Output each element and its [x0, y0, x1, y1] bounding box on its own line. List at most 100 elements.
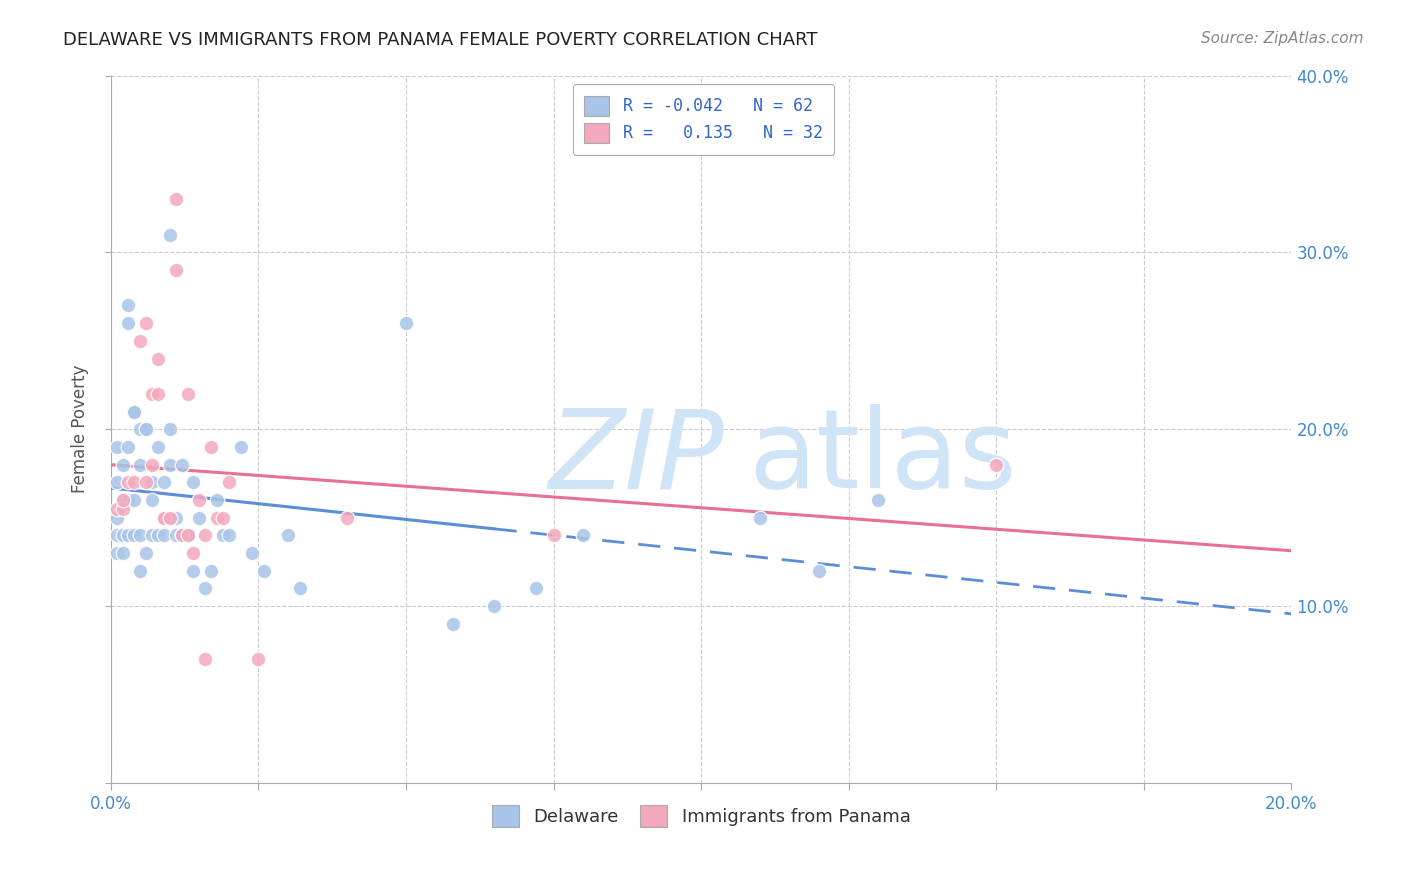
Point [135, 422, 157, 436]
Point [146, 440, 169, 454]
Point [117, 493, 139, 508]
Point [749, 510, 772, 524]
Point [135, 422, 157, 436]
Point [247, 652, 270, 666]
Point [572, 528, 595, 542]
Point [124, 404, 146, 418]
Point [986, 458, 1008, 472]
Point [183, 546, 205, 560]
Point [117, 298, 139, 312]
Point [117, 528, 139, 542]
Point [200, 440, 222, 454]
Point [176, 528, 198, 542]
Point [188, 493, 211, 508]
Text: ZIP: ZIP [548, 404, 724, 511]
Point [165, 528, 187, 542]
Text: atlas: atlas [748, 404, 1017, 511]
Point [543, 528, 565, 542]
Y-axis label: Female Poverty: Female Poverty [72, 365, 89, 493]
Point [117, 316, 139, 330]
Point [253, 564, 276, 578]
Point [129, 334, 152, 348]
Point [117, 440, 139, 454]
Point [229, 440, 252, 454]
Point [159, 227, 181, 242]
Point [129, 528, 152, 542]
Point [105, 510, 128, 524]
Point [153, 528, 176, 542]
Text: Source: ZipAtlas.com: Source: ZipAtlas.com [1201, 31, 1364, 46]
Point [170, 458, 193, 472]
Point [153, 510, 176, 524]
Point [146, 387, 169, 401]
Point [441, 616, 464, 631]
Point [105, 501, 128, 516]
Point [188, 510, 211, 524]
Point [124, 528, 146, 542]
Point [135, 316, 157, 330]
Legend: Delaware, Immigrants from Panama: Delaware, Immigrants from Panama [485, 797, 918, 834]
Point [165, 263, 187, 277]
Point [484, 599, 506, 614]
Point [159, 458, 181, 472]
Point [176, 528, 198, 542]
Point [205, 493, 228, 508]
Point [105, 440, 128, 454]
Point [141, 528, 163, 542]
Point [242, 546, 264, 560]
Point [200, 564, 222, 578]
Point [141, 458, 163, 472]
Point [212, 528, 235, 542]
Point [111, 546, 134, 560]
Point [194, 652, 217, 666]
Point [135, 475, 157, 490]
Point [218, 475, 240, 490]
Point [524, 582, 547, 596]
Point [111, 528, 134, 542]
Point [146, 528, 169, 542]
Point [336, 510, 359, 524]
Point [105, 475, 128, 490]
Point [111, 501, 134, 516]
Point [176, 528, 198, 542]
Point [159, 422, 181, 436]
Point [111, 458, 134, 472]
Point [170, 528, 193, 542]
Point [194, 582, 217, 596]
Point [218, 528, 240, 542]
Point [141, 475, 163, 490]
Point [124, 493, 146, 508]
Point [111, 493, 134, 508]
Point [808, 564, 831, 578]
Point [124, 475, 146, 490]
Point [170, 528, 193, 542]
Point [105, 528, 128, 542]
Point [159, 510, 181, 524]
Point [153, 475, 176, 490]
Point [117, 475, 139, 490]
Point [135, 546, 157, 560]
Point [868, 493, 890, 508]
Point [205, 510, 228, 524]
Point [153, 510, 176, 524]
Point [111, 493, 134, 508]
Point [129, 458, 152, 472]
Point [141, 493, 163, 508]
Text: DELAWARE VS IMMIGRANTS FROM PANAMA FEMALE POVERTY CORRELATION CHART: DELAWARE VS IMMIGRANTS FROM PANAMA FEMAL… [63, 31, 818, 49]
Point [183, 475, 205, 490]
Point [288, 582, 311, 596]
Point [395, 316, 418, 330]
Point [141, 387, 163, 401]
Point [146, 351, 169, 366]
Point [212, 510, 235, 524]
Point [194, 528, 217, 542]
Point [183, 564, 205, 578]
Point [277, 528, 299, 542]
Point [176, 387, 198, 401]
Point [129, 564, 152, 578]
Point [124, 404, 146, 418]
Point [165, 192, 187, 206]
Point [165, 510, 187, 524]
Point [129, 422, 152, 436]
Point [105, 546, 128, 560]
